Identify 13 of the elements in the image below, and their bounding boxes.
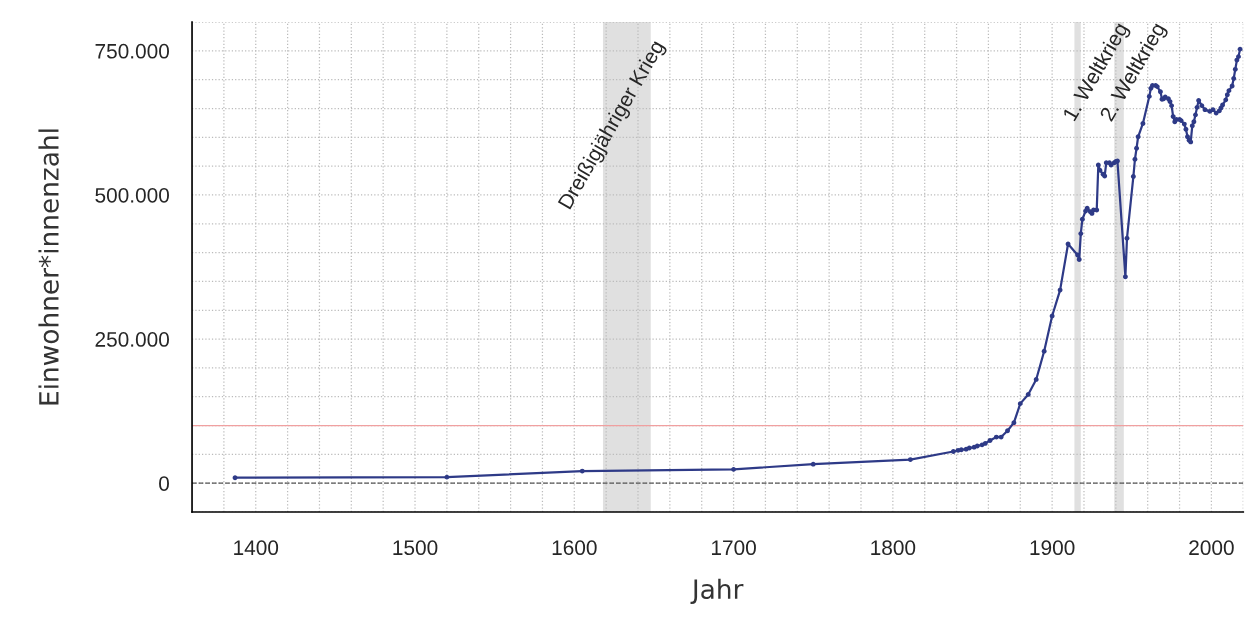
- x-tick-label: 1400: [234, 540, 279, 556]
- y-tick-label: 750.000: [95, 43, 170, 59]
- x-tick-label: 1600: [552, 540, 597, 556]
- x-tick-label: 1900: [1030, 540, 1075, 556]
- y-tick-label: 0: [159, 476, 169, 491]
- x-tick-label: 2000: [1189, 540, 1234, 556]
- x-tick-label: 1700: [711, 540, 756, 556]
- x-tick-label: 1500: [393, 540, 438, 556]
- y-tick-label: 500.000: [95, 187, 170, 203]
- y-tick-label: 250.000: [95, 332, 170, 347]
- x-tick-label: 1800: [871, 540, 916, 556]
- y-axis-title: Einwohner*innenzahl: [38, 129, 59, 405]
- x-axis-title: Jahr: [690, 578, 744, 604]
